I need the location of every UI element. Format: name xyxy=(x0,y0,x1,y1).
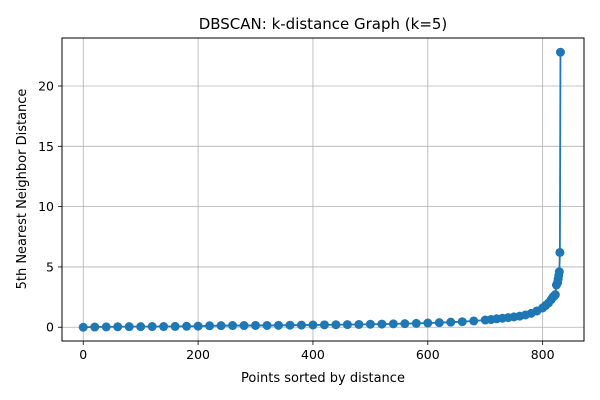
x-tick-label: 800 xyxy=(531,347,555,362)
series-line xyxy=(83,52,562,329)
data-point xyxy=(159,322,169,332)
data-point xyxy=(273,320,283,330)
data-point xyxy=(147,322,157,332)
data-point xyxy=(423,318,433,328)
data-point xyxy=(239,321,249,331)
data-point xyxy=(113,322,123,332)
data-point xyxy=(555,47,565,57)
data-point xyxy=(354,319,364,329)
series-line-layer xyxy=(83,52,562,329)
data-point xyxy=(457,317,467,327)
data-point xyxy=(90,322,100,332)
y-axis-label: 5th Nearest Neighbor Distance xyxy=(15,89,30,290)
data-point xyxy=(296,320,306,330)
data-point xyxy=(182,321,192,331)
data-point xyxy=(78,322,88,332)
y-tick-label: 15 xyxy=(38,139,54,154)
data-point xyxy=(388,319,398,329)
y-tick-label: 20 xyxy=(38,79,54,94)
x-tick-label: 0 xyxy=(79,347,87,362)
x-tick-label: 400 xyxy=(301,347,325,362)
data-point xyxy=(251,320,261,330)
data-point xyxy=(554,267,564,277)
x-axis-label: Points sorted by distance xyxy=(241,371,405,386)
data-point xyxy=(555,247,565,257)
data-point xyxy=(101,322,111,332)
grid-lines xyxy=(62,38,584,341)
data-point xyxy=(550,290,560,300)
data-point xyxy=(228,321,238,331)
chart-title: DBSCAN: k-distance Graph (k=5) xyxy=(199,15,448,33)
data-point xyxy=(285,320,295,330)
x-axis-ticks: 0 200 400 600 800 xyxy=(79,341,555,362)
data-point xyxy=(205,321,215,331)
data-point xyxy=(469,316,479,326)
data-point xyxy=(342,320,352,330)
data-point xyxy=(400,319,410,329)
data-point xyxy=(331,320,341,330)
y-tick-label: 10 xyxy=(38,199,54,214)
y-axis-ticks: 0 5 10 15 20 xyxy=(38,79,62,335)
data-point xyxy=(434,318,444,328)
data-point xyxy=(124,322,134,332)
data-point xyxy=(308,320,318,330)
data-point xyxy=(170,321,180,331)
plot-frame xyxy=(61,37,585,342)
x-tick-label: 600 xyxy=(416,347,440,362)
data-point xyxy=(411,318,421,328)
data-point xyxy=(193,321,203,331)
x-tick-label: 200 xyxy=(186,347,210,362)
y-tick-label: 5 xyxy=(46,259,54,274)
data-point xyxy=(319,320,329,330)
data-points xyxy=(78,47,565,332)
data-point xyxy=(262,320,272,330)
data-point xyxy=(365,319,375,329)
data-point xyxy=(136,322,146,332)
data-point xyxy=(377,319,387,329)
data-point xyxy=(216,321,226,331)
data-point xyxy=(446,317,456,327)
y-tick-label: 0 xyxy=(46,320,54,335)
